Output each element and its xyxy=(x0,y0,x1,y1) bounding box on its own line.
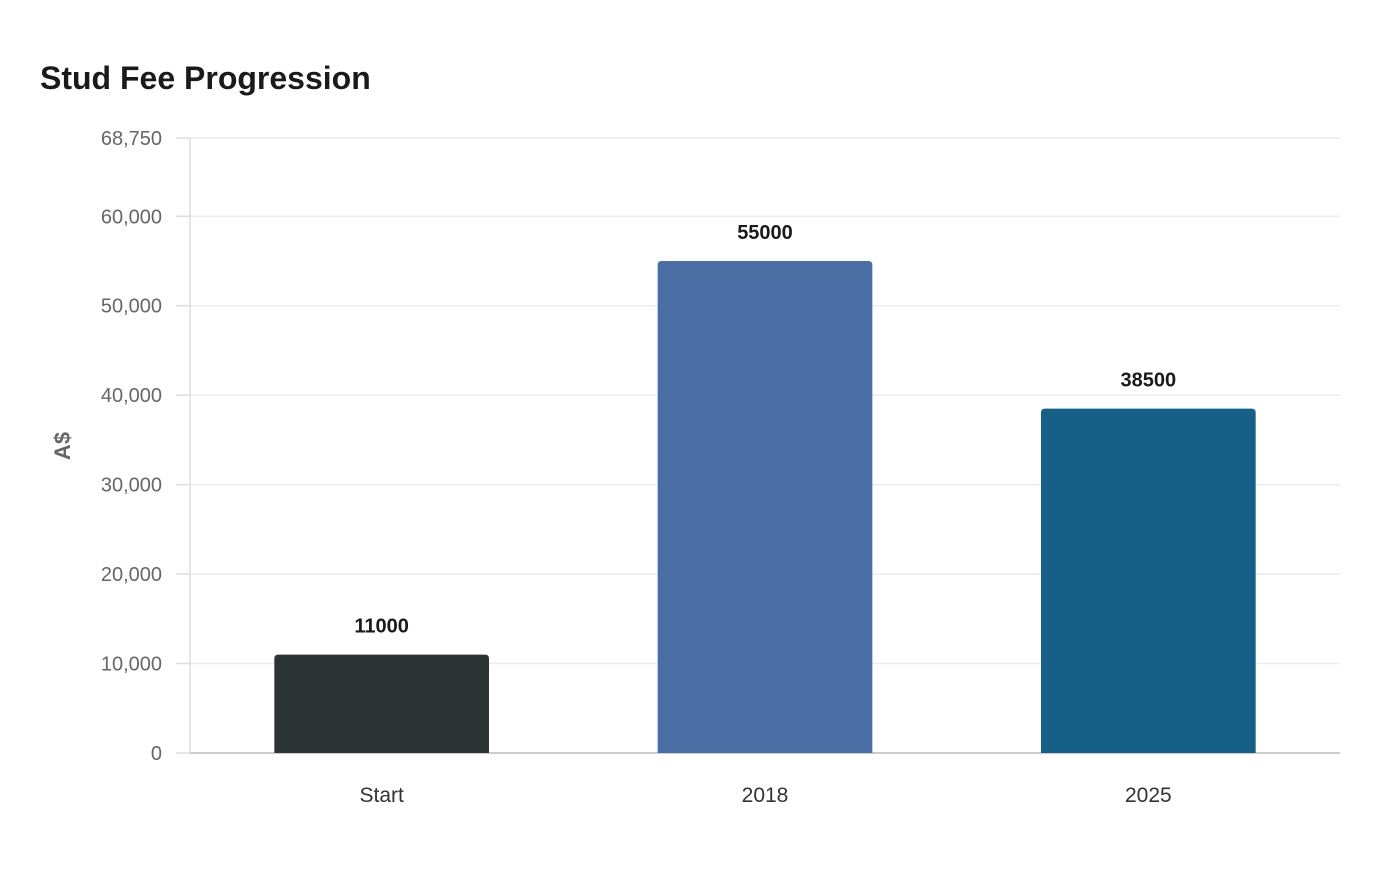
y-tick-label: 50,000 xyxy=(101,296,162,318)
y-tick-label: 40,000 xyxy=(101,385,162,407)
data-label: 38500 xyxy=(1121,370,1177,392)
y-tick-label: 10,000 xyxy=(101,654,162,676)
y-tick-label: 0 xyxy=(151,743,162,765)
bar-2025 xyxy=(1041,408,1256,753)
bar-2018 xyxy=(657,261,873,753)
x-tick-label: 2018 xyxy=(742,784,789,807)
bars xyxy=(274,261,1256,753)
y-tick-label: 68,750 xyxy=(101,128,162,150)
axes: 0 10,000 20,000 30,000 40,000 50,000 60,000 68,… xyxy=(101,128,1340,765)
labels: 11000 Start 55000 2018 38500 2025 xyxy=(354,222,1176,807)
y-tick-label: 30,000 xyxy=(101,475,162,497)
x-tick-label: Start xyxy=(359,784,404,807)
bar-start xyxy=(274,654,489,753)
data-label: 11000 xyxy=(354,616,409,638)
y-tick-label: 60,000 xyxy=(101,206,162,228)
y-tick-label: 20,000 xyxy=(101,564,162,586)
chart-title: Stud Fee Progression xyxy=(40,60,371,96)
y-axis-title: A$ xyxy=(50,432,75,460)
data-label: 55000 xyxy=(737,222,793,244)
x-tick-label: 2025 xyxy=(1125,784,1172,807)
